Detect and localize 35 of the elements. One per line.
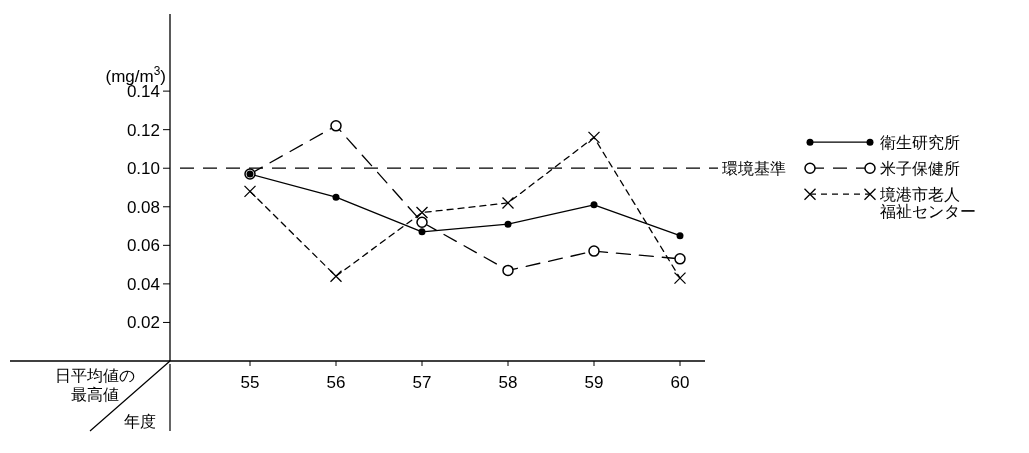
ref-line-label: 環境基準 [722,159,786,177]
point [329,270,343,283]
y-tick-label: 0.10 [126,159,160,179]
point [588,245,600,257]
legend-label: 衛生研究所 [880,133,960,151]
point [587,131,601,144]
y-tick-label: 0.06 [126,236,160,256]
x-tick-label: 55 [240,373,260,392]
y-axis-title: 日平均値の最高値 [55,367,135,404]
y-tick-label: 0.12 [126,120,160,140]
x-tick-label: 60 [670,373,690,392]
y-tick-label: 0.04 [126,274,160,294]
y-tick-label: 0.02 [126,313,160,333]
point [415,206,429,219]
point [504,220,512,228]
point [674,253,686,265]
point [418,228,426,236]
point [676,232,684,240]
point [416,216,428,228]
x-tick-label: 56 [326,373,346,392]
point [330,120,342,132]
x-tick-label: 59 [584,373,604,392]
point [502,264,514,277]
text: (mg/m$^{3}$) [105,64,166,86]
legend-label: 境港市老人福祉センター [879,185,976,221]
point [673,271,687,285]
point [332,193,340,201]
point [590,201,598,209]
y-tick-label: 0.08 [126,197,160,217]
x-axis-title: 年度 [124,413,156,430]
point [243,185,257,198]
legend-label: 米子保健所 [880,159,960,177]
point [501,196,515,210]
x-tick-label: 57 [412,373,432,392]
x-tick-label: 58 [498,373,518,392]
